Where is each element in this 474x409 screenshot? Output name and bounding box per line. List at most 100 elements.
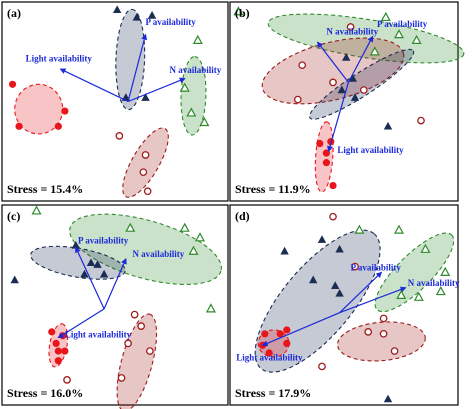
panel-a-point-3-1: [179, 82, 190, 92]
panel-d-ellipse-2: [336, 321, 426, 362]
panel-b-point-0-3: [322, 159, 330, 167]
panel-d-point-2-0: [280, 246, 289, 255]
panel-b-vector-label-1: N availability: [326, 27, 378, 37]
panel-b-point-3-2: [393, 29, 405, 39]
panel-d-point-1-0: [329, 212, 337, 221]
panel-b-point-1-4: [359, 86, 368, 94]
panel-b-point-2-2: [337, 85, 346, 94]
panel-d-vector-1: [339, 271, 383, 314]
panel-d-point-2-6: [383, 394, 393, 403]
panel-c-vector-2: [103, 258, 127, 310]
panel-a-vector-0: [59, 68, 129, 103]
panel-d-vector-2: [339, 286, 407, 314]
panel-a-point-2-1: [132, 12, 141, 21]
panel-d-point-2-5: [335, 288, 344, 297]
panel-a-point-0-0: [8, 80, 17, 88]
panel-d-point-3-5: [413, 291, 424, 301]
panel-b-label: (b): [235, 6, 250, 20]
panel-b-ellipse-1: [261, 37, 405, 105]
panel-d-point-1-5: [390, 347, 399, 355]
panel-d-point-1-1: [351, 262, 359, 271]
panel-c-point-3-5: [205, 303, 216, 313]
panel-b-vector-0: [327, 82, 349, 153]
panel-a-point-1-3: [143, 187, 152, 196]
panel-c-point-3-2: [179, 222, 190, 232]
panel-c-vector-1: [75, 246, 105, 310]
panel-b-point-2-0: [342, 53, 351, 61]
panel-a-point-0-1: [15, 122, 23, 130]
panel-d-ellipse-0: [254, 229, 381, 373]
panel-b-point-0-0: [316, 139, 324, 148]
panel-d-point-3-4: [396, 289, 407, 299]
panel-c-stress: Stress = 16.0%: [7, 386, 83, 400]
panel-c-vector-label-0: Light availability: [65, 330, 132, 340]
panel-d-point-3-2: [420, 243, 431, 253]
panel-d-point-0-0: [261, 330, 269, 338]
panel-d-label: (d): [235, 209, 250, 223]
panel-d-point-2-3: [309, 275, 318, 284]
panel-c-ellipse-3: [116, 313, 158, 409]
panel-d-point-0-4: [283, 339, 291, 347]
panel-d-point-3-3: [440, 266, 451, 276]
panel-d-vector-0: [261, 312, 340, 347]
panel-d-vector-label-0: Light availability: [236, 353, 303, 363]
panel-a: Light availability P availability N availa…: [1, 1, 229, 202]
panel-b-point-1-5: [417, 116, 425, 125]
panel-d-vector-label-1: P availability: [351, 262, 402, 272]
panel-b-point-1-1: [298, 61, 307, 70]
panel-d-point-0-1: [276, 330, 284, 338]
panel-d-point-3-6: [435, 286, 446, 296]
panel-d-point-1-3: [379, 329, 388, 338]
panel-a-point-3-0: [192, 34, 203, 44]
panel-a-frame: [1, 1, 229, 202]
panel-b-vector-2: [347, 35, 374, 83]
panel-d-point-1-2: [379, 314, 388, 323]
panel-b-point-3-3: [411, 34, 422, 44]
panel-a-plot: Light availability P availability N availa…: [8, 5, 222, 198]
panel-a-point-2-4: [141, 93, 150, 101]
panel-a-label: (a): [7, 6, 21, 20]
panel-a-point-3-2: [186, 107, 197, 117]
panel-c-point-0-4: [61, 347, 69, 355]
panel-c-point-0-0: [48, 328, 56, 336]
panel-b-point-3-4: [369, 46, 380, 56]
panel-d-point-1-4: [364, 328, 373, 336]
panel-a-point-0-2: [54, 122, 62, 130]
panel-c-point-2-5: [10, 275, 19, 284]
panel-c-vector-label-1: P availability: [78, 236, 129, 246]
panel-c-label: (c): [7, 209, 20, 223]
panel-a-vector-1: [127, 33, 148, 102]
panel-c-point-1-5: [117, 374, 126, 382]
panel-c-vector-0: [57, 308, 105, 339]
panel-b-point-0-4: [329, 181, 337, 190]
panel-d-point-0-5: [265, 349, 273, 357]
panel-c-point-3-3: [195, 232, 206, 242]
panel-a-point-1-2: [139, 168, 148, 177]
panel-a-vector-2: [127, 77, 186, 103]
panel-d-plot: Light availability P availability N availa…: [236, 212, 460, 403]
panel-b-point-1-0: [346, 23, 355, 31]
panel-d-point-3-0: [354, 224, 365, 234]
panel-d-stress: Stress = 17.9%: [235, 386, 311, 400]
panel-c-point-2-4: [99, 269, 109, 278]
panel-d: Light availability P availability N availa…: [229, 204, 460, 406]
panel-d-point-2-4: [331, 281, 340, 289]
panel-b-point-3-0: [233, 6, 244, 16]
panel-c-vector-label-2: N availability: [132, 249, 184, 259]
panel-b-vector-1: [316, 41, 349, 83]
panel-c-point-0-3: [54, 347, 62, 355]
panel-d-point-3-1: [393, 224, 405, 234]
panel-c-point-3-0: [31, 205, 42, 215]
panel-c-ellipse-0: [69, 213, 222, 286]
panel-a-ellipse-1: [122, 127, 169, 198]
panel-b-point-2-3: [350, 93, 360, 101]
panel-d-point-1-6: [318, 362, 326, 371]
panel-c-point-3-1: [125, 222, 136, 232]
panel-d-vector-label-2: N availability: [408, 278, 460, 288]
panel-c-point-0-5: [54, 357, 62, 365]
